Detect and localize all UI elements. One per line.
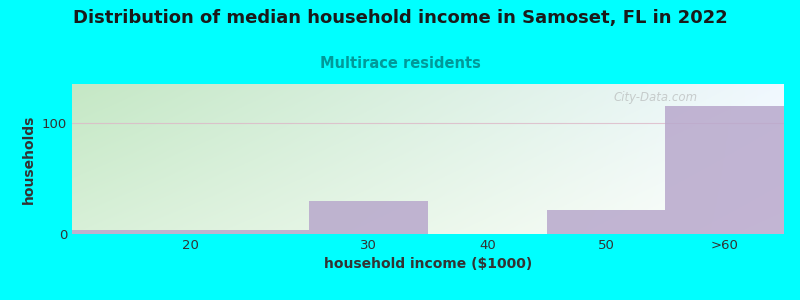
Bar	[310, 201, 428, 234]
X-axis label: household income ($1000): household income ($1000)	[324, 257, 532, 272]
Bar	[666, 106, 784, 234]
Bar	[546, 210, 666, 234]
Text: City-Data.com: City-Data.com	[613, 92, 698, 104]
Text: Distribution of median household income in Samoset, FL in 2022: Distribution of median household income …	[73, 9, 727, 27]
Bar	[72, 230, 310, 234]
Text: Multirace residents: Multirace residents	[319, 56, 481, 70]
Y-axis label: households: households	[22, 114, 36, 204]
